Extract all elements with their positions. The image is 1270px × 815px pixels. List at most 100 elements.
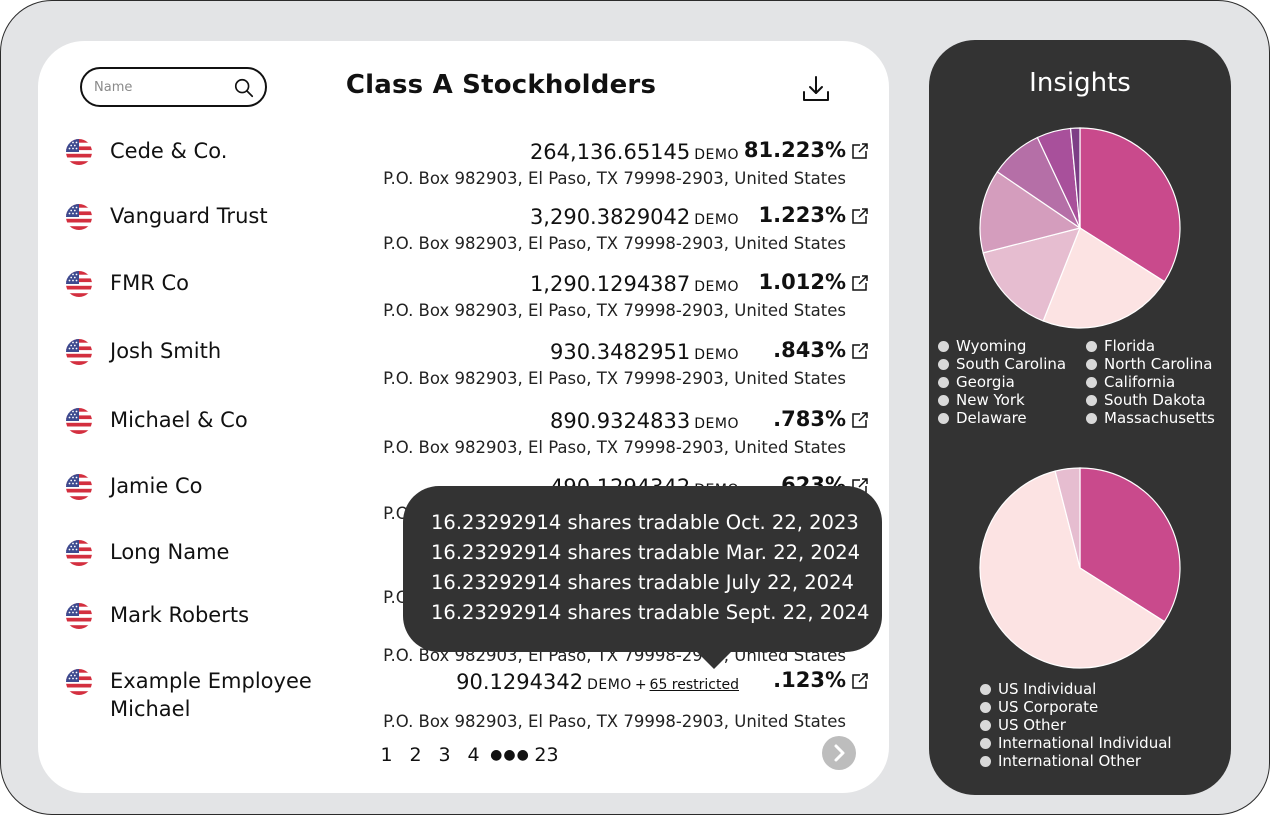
legend-dot-icon — [980, 702, 991, 713]
search-input[interactable] — [94, 77, 224, 97]
share-class-label: DEMO — [694, 147, 739, 163]
holder-address: P.O. Box 982903, El Paso, TX 79998-2903,… — [383, 169, 846, 188]
legend-dot-icon — [938, 341, 949, 352]
ownership-percent: 1.012% — [758, 270, 846, 294]
stockholders-card: Class A Stockholders Cede & Co. 264,136.… — [38, 41, 889, 793]
legend-dot-icon — [938, 377, 949, 388]
holder-address: P.O. Box 982903, El Paso, TX 79998-2903,… — [383, 438, 846, 457]
legend-dot-icon — [980, 720, 991, 731]
ownership-percent: .783% — [773, 407, 846, 431]
share-amount: 890.9324833 — [549, 409, 691, 433]
page-3-button[interactable]: 3 — [438, 744, 451, 766]
page-title: Class A Stockholders — [345, 70, 657, 100]
holder-address: P.O. Box 982903, El Paso, TX 79998-2903,… — [383, 369, 846, 388]
holder-name[interactable]: FMR Co — [110, 271, 189, 295]
holder-address: P.O. Box 982903, El Paso, TX 79998-2903,… — [383, 301, 846, 320]
legend-dot-icon — [938, 359, 949, 370]
us-flag-icon — [66, 669, 92, 695]
us-flag-icon — [66, 139, 92, 165]
pie-slice[interactable] — [979, 470, 1166, 669]
pie-slice[interactable] — [1042, 227, 1166, 329]
share-count: 890.9324833 DEMO — [550, 408, 739, 437]
pie-slice[interactable] — [982, 227, 1081, 322]
ownership-percent: .123% — [773, 668, 846, 692]
legend-dot-icon — [1086, 413, 1097, 424]
holder-name[interactable]: Mark Roberts — [110, 603, 250, 627]
plus-sign: + — [634, 677, 647, 693]
holder-name[interactable]: Cede & Co. — [110, 139, 228, 163]
insights-title: Insights — [1029, 68, 1131, 98]
share-amount: 90.1294342 — [456, 670, 584, 694]
holder-name[interactable]: Long Name — [110, 540, 230, 564]
share-class-label: DEMO — [694, 347, 739, 363]
legend-label: Delaware — [956, 409, 1027, 427]
pie-slice[interactable] — [979, 170, 1082, 254]
holder-type-pie — [979, 467, 1181, 669]
pagination: 1 2 3 4 ●●● 23 — [372, 742, 561, 768]
pie-slice[interactable] — [1069, 127, 1081, 229]
restricted-shares-link[interactable]: 65 restricted — [649, 677, 739, 693]
legend-label: International Other — [998, 752, 1142, 770]
holder-address: P.O. Box 982903, El Paso, TX 79998-2903,… — [383, 712, 846, 731]
next-page-button[interactable] — [822, 736, 856, 770]
legend-dot-icon — [980, 738, 991, 749]
external-link-icon[interactable] — [851, 411, 869, 429]
holder-name[interactable]: Michael & Co — [110, 408, 248, 432]
external-link-icon[interactable] — [851, 342, 869, 360]
external-link-icon[interactable] — [851, 274, 869, 292]
ownership-percent: 81.223% — [743, 138, 846, 162]
chevron-right-icon — [834, 744, 845, 762]
us-flag-icon — [66, 408, 92, 434]
legend-label: International Individual — [998, 734, 1172, 752]
legend-dot-icon — [980, 756, 991, 767]
legend-dot-icon — [1086, 377, 1097, 388]
share-class-label: DEMO — [587, 677, 632, 693]
legend-label: North Carolina — [1104, 355, 1213, 373]
share-class-label: DEMO — [694, 416, 739, 432]
search-icon[interactable] — [233, 77, 255, 99]
page-1-button[interactable]: 1 — [380, 744, 393, 766]
share-count: 3,290.3829042 DEMO — [530, 204, 739, 233]
holder-name[interactable]: Example Employee Michael — [110, 669, 312, 721]
legend-label: Wyoming — [956, 337, 1027, 355]
legend-dot-icon — [1086, 395, 1097, 406]
holder-name[interactable]: Josh Smith — [110, 339, 222, 363]
page-2-button[interactable]: 2 — [409, 744, 422, 766]
legend-dot-icon — [938, 395, 949, 406]
download-icon[interactable] — [800, 73, 832, 105]
tooltip-pointer — [695, 650, 733, 669]
legend-label: California — [1104, 373, 1176, 391]
page-4-button[interactable]: 4 — [467, 744, 480, 766]
share-count: 1,290.1294387 DEMO — [530, 271, 739, 300]
share-amount: 3,290.3829042 — [529, 205, 691, 229]
pagination-ellipsis: ●●● — [490, 747, 530, 763]
share-amount: 264,136.65145 — [529, 140, 691, 164]
holder-name[interactable]: Jamie Co — [110, 474, 203, 498]
pie-slice[interactable] — [1054, 467, 1081, 569]
external-link-icon[interactable] — [851, 142, 869, 160]
insights-panel: Insights Wyoming Florida South Carolina Nor… — [929, 40, 1231, 795]
legend-dot-icon — [1086, 359, 1097, 370]
external-link-icon[interactable] — [851, 207, 869, 225]
legend-dot-icon — [938, 413, 949, 424]
page-last-button[interactable]: 23 — [534, 744, 559, 766]
legend-label: US Corporate — [998, 698, 1099, 716]
legend-dot-icon — [980, 684, 991, 695]
tooltip-line: 16.23292914 shares tradable Oct. 22, 202… — [431, 511, 859, 534]
share-count: 264,136.65145 DEMO — [530, 139, 739, 168]
external-link-icon[interactable] — [851, 672, 869, 690]
search-box[interactable] — [80, 67, 267, 107]
tooltip-line: 16.23292914 shares tradable July 22, 202… — [431, 571, 854, 594]
share-amount: 930.3482951 — [549, 340, 691, 364]
us-flag-icon — [66, 474, 92, 500]
state-distribution-pie — [979, 127, 1181, 329]
share-class-label: DEMO — [694, 279, 739, 295]
holder-name[interactable]: Vanguard Trust — [110, 204, 268, 228]
share-count: 90.1294342 DEMO +65 restricted — [456, 669, 739, 698]
legend-label: Florida — [1104, 337, 1156, 355]
us-flag-icon — [66, 603, 92, 629]
share-amount: 1,290.1294387 — [529, 272, 691, 296]
holder-address: P.O. Box 982903, El Paso, TX 79998-2903,… — [383, 234, 846, 253]
legend-label: Georgia — [956, 373, 1015, 391]
